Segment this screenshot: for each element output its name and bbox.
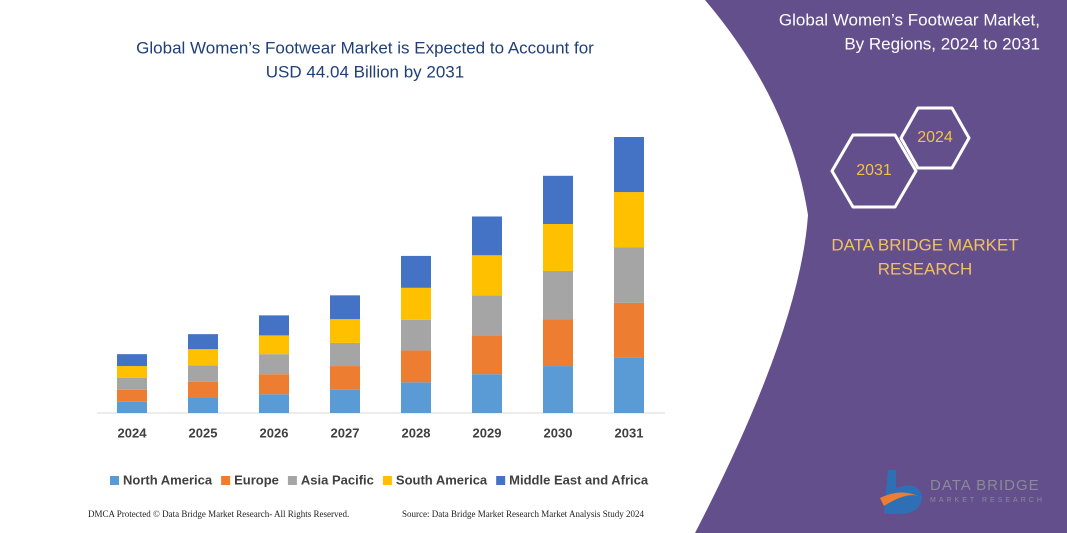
- bar-segment: [259, 374, 289, 395]
- bar-segment: [330, 342, 360, 367]
- legend-label: Asia Pacific: [301, 472, 374, 487]
- legend-label: North America: [123, 472, 213, 487]
- bar-segment: [543, 175, 573, 224]
- bar-segment: [472, 216, 502, 256]
- hexagon: [830, 133, 918, 209]
- bar-segment: [259, 394, 289, 413]
- panel-title: Global Women’s Footwear Market,: [779, 10, 1040, 29]
- footer-text: Source: Data Bridge Market Research Mark…: [402, 509, 644, 519]
- bar-segment: [330, 366, 360, 390]
- logo-tagline: MARKET RESEARCH: [930, 497, 1045, 504]
- bar-segment: [259, 354, 289, 375]
- bar-segment: [472, 255, 502, 296]
- bar-segment: [543, 223, 573, 271]
- logo: DATA BRIDGE MARKET RESEARCH: [880, 470, 1045, 514]
- bar-segment: [330, 319, 360, 343]
- chart-title: Global Women’s Footwear Market is Expect…: [136, 38, 594, 57]
- bar-segment: [330, 389, 360, 413]
- bar-segment: [117, 401, 147, 413]
- logo-mark: [884, 470, 922, 514]
- x-tick-label: 2025: [189, 425, 218, 440]
- x-tick-label: 2028: [402, 425, 431, 440]
- legend-swatch: [221, 476, 231, 485]
- legend-swatch: [287, 476, 297, 485]
- bar-segment: [188, 334, 218, 350]
- logo-mark: [880, 492, 918, 506]
- side-panel: [695, 0, 1067, 533]
- bar-segment: [188, 365, 218, 382]
- bar-segment: [472, 374, 502, 413]
- bar-segment: [614, 357, 644, 413]
- panel-title: By Regions, 2024 to 2031: [844, 34, 1040, 53]
- legend-label: Europe: [234, 472, 279, 487]
- legend-label: South America: [396, 472, 488, 487]
- bar-segment: [188, 349, 218, 366]
- bar-segment: [117, 389, 147, 402]
- bar-segment: [401, 287, 431, 320]
- bar-segment: [259, 315, 289, 336]
- legend-label: Middle East and Africa: [509, 472, 649, 487]
- bar-segment: [188, 397, 218, 413]
- legend-swatch: [382, 476, 392, 485]
- hexagon: [899, 106, 971, 170]
- bar-segment: [401, 350, 431, 383]
- bar-segment: [543, 366, 573, 413]
- hexagon-label: 2031: [856, 162, 892, 179]
- x-tick-label: 2026: [260, 425, 289, 440]
- bar-segment: [401, 382, 431, 413]
- x-tick-label: 2031: [615, 425, 644, 440]
- bar-segment: [330, 295, 360, 320]
- bar-segment: [472, 295, 502, 336]
- x-tick-label: 2030: [544, 425, 573, 440]
- footer-text: DMCA Protected © Data Bridge Market Rese…: [88, 509, 349, 519]
- bar-segment: [117, 377, 147, 390]
- bar-segment: [614, 137, 644, 193]
- bar-segment: [543, 270, 573, 320]
- bar-segment: [188, 381, 218, 398]
- bar-segment: [401, 255, 431, 288]
- bar-segment: [472, 335, 502, 375]
- x-tick-label: 2029: [473, 425, 502, 440]
- bar-segment: [543, 319, 573, 367]
- bar-segment: [117, 354, 147, 367]
- x-tick-label: 2024: [118, 425, 148, 440]
- bar-segment: [259, 335, 289, 355]
- brand-text: DATA BRIDGE MARKET: [831, 235, 1018, 254]
- bar-segment: [117, 366, 147, 378]
- hexagon-label: 2024: [917, 129, 953, 146]
- bar-segment: [614, 247, 644, 303]
- legend-swatch: [496, 476, 506, 485]
- legend-swatch: [110, 476, 119, 485]
- logo-name: DATA BRIDGE: [930, 477, 1040, 494]
- bar-segment: [614, 192, 644, 248]
- chart-title: USD 44.04 Billion by 2031: [266, 62, 464, 81]
- brand-text: RESEARCH: [878, 259, 972, 278]
- bar-segment: [614, 302, 644, 358]
- x-tick-label: 2027: [331, 425, 360, 440]
- bar-segment: [401, 319, 431, 351]
